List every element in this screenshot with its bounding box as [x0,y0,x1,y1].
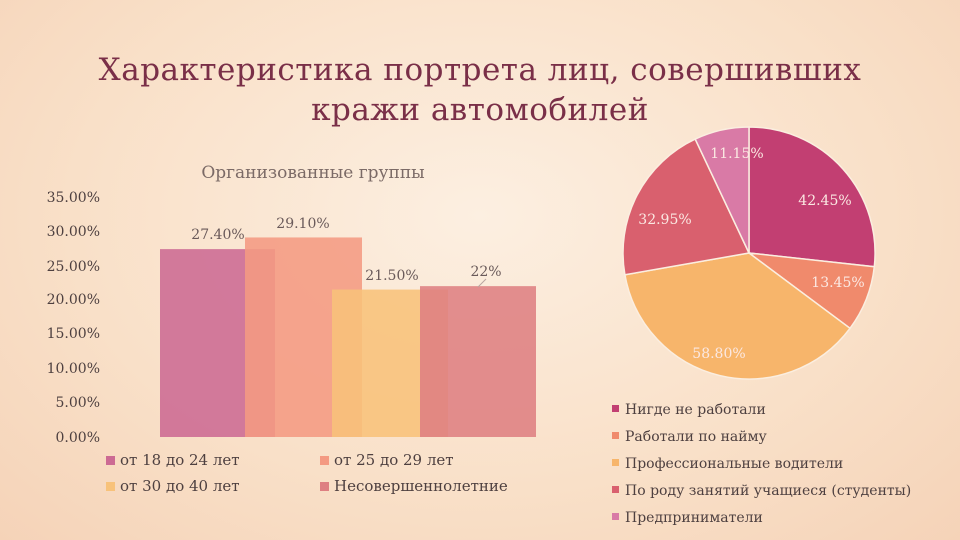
pie-slice-3 [624,252,852,380]
bar-data-label: 21.50% [365,268,418,284]
y-tick-label: 25.00% [47,259,100,275]
pie-legend-label: Нигде не работали [625,402,766,418]
bar-legend-swatch [320,482,329,491]
pie-legend-swatch [612,486,619,493]
bar-legend-label: от 25 до 29 лет [334,451,454,469]
pie-legend-swatch [612,405,619,412]
pie-slice-4 [622,138,751,276]
bar-legend-swatch [106,482,115,491]
title-line-1: Характеристика портрета лиц, совершивших [98,52,862,88]
pie-data-label: 58.80% [692,346,745,362]
slide-title: Характеристика портрета лиц, совершивших… [80,50,880,130]
leader-line [477,278,487,288]
title-line-2: кражи автомобилей [311,92,649,128]
pie-data-label: 11.15% [710,146,763,162]
bar-4 [420,286,536,437]
pie-legend-label: Профессиональные водители [625,456,843,472]
pie-legend-label: Предприниматели [625,510,763,526]
bar-legend-swatch [106,456,115,465]
pie-legend-label: Работали по найму [625,429,767,445]
y-tick-label: 0.00% [56,430,100,446]
bar-data-label: 29.10% [276,216,329,232]
y-tick-label: 20.00% [47,292,100,308]
pie-data-label: 13.45% [811,275,864,291]
pie-legend-swatch [612,432,619,439]
pie-slice-5 [694,126,750,254]
y-tick-label: 5.00% [56,395,100,411]
y-tick-label: 35.00% [47,190,100,206]
pie-legend-swatch [612,459,619,466]
pie-slice-1 [748,126,876,268]
bar-data-label: 22% [470,264,501,280]
y-tick-label: 30.00% [47,224,100,240]
pie-legend-label: По роду занятий учащиеся (студенты) [625,483,911,499]
bar-data-label: 27.40% [191,227,244,243]
pie-data-label: 32.95% [638,212,691,228]
bar-chart-title: Организованные группы [201,163,424,183]
y-tick-label: 10.00% [47,361,100,377]
pie-data-label: 42.45% [798,193,851,209]
bar-legend-swatch [320,456,329,465]
y-tick-label: 15.00% [47,326,100,342]
pie-legend-swatch [612,513,619,520]
bar-legend-label: от 18 до 24 лет [120,451,240,469]
bar-legend-label: от 30 до 40 лет [120,477,240,495]
bar-legend-label: Несовершеннолетние [334,477,508,495]
